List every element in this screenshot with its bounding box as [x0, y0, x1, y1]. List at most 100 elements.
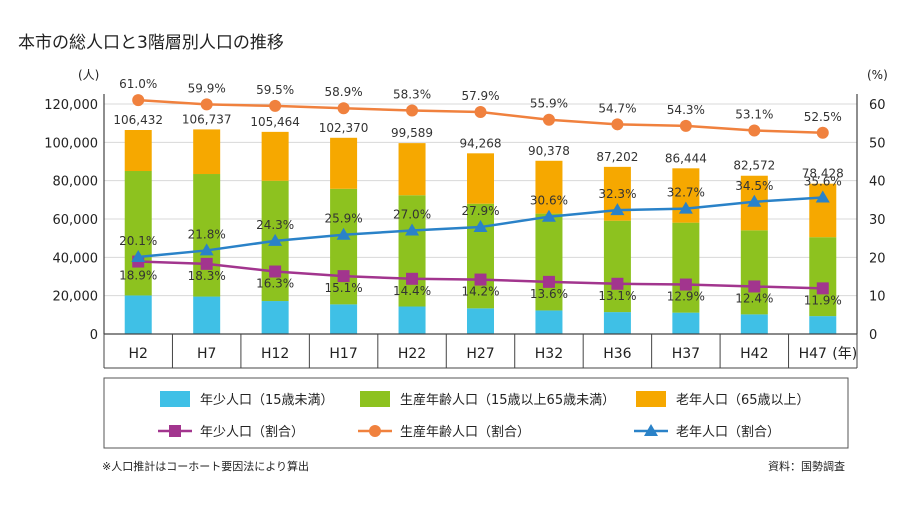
marker-working_line: [269, 99, 282, 112]
legend-marker-young_line: [169, 425, 181, 437]
right-tick-label: 10: [869, 290, 886, 305]
right-tick-label: 60: [869, 98, 886, 113]
bar-segment-working: [672, 222, 700, 313]
bar-segment-working: [535, 213, 563, 311]
category-label: H17: [329, 346, 357, 362]
bar-segment-young: [398, 306, 426, 334]
marker-elderly_line: [747, 194, 762, 207]
category-label: H37: [672, 346, 700, 362]
marker-young_line: [748, 280, 761, 293]
marker-working_line: [542, 113, 555, 126]
bar-segment-elderly: [330, 137, 358, 189]
line-value-label: 54.3%: [667, 103, 705, 117]
marker-young_line: [269, 265, 282, 278]
legend-label: 年少人口（割合）: [200, 424, 304, 440]
line-value-label: 14.4%: [393, 284, 431, 298]
bar-segment-young: [330, 304, 358, 334]
left-tick-label: 0: [90, 328, 98, 343]
category-label: H47: [799, 346, 827, 362]
left-tick-label: 120,000: [44, 98, 98, 113]
marker-elderly_line: [473, 220, 488, 233]
bar-total-label: 78,428: [802, 167, 844, 181]
right-tick-label: 50: [869, 136, 886, 151]
bar-segment-working: [398, 195, 426, 307]
bar-total-label: 105,464: [250, 115, 300, 129]
bar-segment-elderly: [398, 143, 426, 196]
bar-total-label: 86,444: [665, 151, 707, 165]
bar-segment-working: [330, 188, 358, 305]
stacked-bars: 106,432 106,737 105,464 102,370 99,589 94,268…: [113, 112, 844, 334]
marker-elderly_line: [268, 233, 283, 246]
marker-elderly_line: [336, 227, 351, 240]
right-axis-unit: (%): [867, 68, 888, 82]
ratio-lines: 18.9% 18.3% 16.3% 15.1% 14.4% 14.2% 13.6% 13.1%…: [119, 77, 842, 307]
line-value-label: 58.9%: [325, 85, 363, 99]
line-value-label: 11.9%: [804, 293, 842, 307]
legend-label: 生産年齢人口（割合）: [400, 424, 530, 440]
marker-working_line: [337, 102, 350, 115]
marker-young_line: [474, 273, 487, 286]
legend-box: [103, 377, 849, 449]
category-label: H2: [129, 346, 148, 362]
marker-working_line: [132, 94, 145, 107]
left-tick-label: 100,000: [44, 136, 98, 151]
bar-total-label: 99,589: [391, 126, 433, 140]
legend: 年少人口（15歳未満） 生産年齢人口（15歳以上65歳未満） 老年人口（65歳以上）…: [158, 391, 810, 440]
line-value-label: 30.6%: [530, 194, 568, 208]
marker-young_line: [611, 277, 624, 290]
bar-segment-working: [124, 171, 152, 296]
marker-elderly_line: [541, 209, 556, 222]
marker-young_line: [542, 275, 555, 288]
line-value-label: 14.2%: [461, 285, 499, 299]
left-tick-label: 80,000: [53, 175, 99, 190]
bar-segment-young: [467, 308, 494, 334]
right-tick-label: 0: [869, 328, 877, 343]
legend-swatch-working: [360, 391, 390, 407]
left-axis-ticks: 0 20,000 40,000 60,000 80,000 100,000 120,000: [44, 98, 98, 343]
bar-segment-young: [740, 314, 768, 334]
bar-segment-young: [809, 316, 837, 334]
line-value-label: 27.0%: [393, 208, 431, 222]
legend-marker-working_line: [369, 425, 381, 437]
marker-elderly_line: [405, 223, 420, 236]
left-tick-label: 60,000: [53, 213, 99, 228]
line-value-label: 61.0%: [119, 77, 157, 91]
legend-swatch-young: [160, 391, 190, 407]
footnote: ※人口推計はコーホート要因法により算出: [102, 459, 309, 473]
line-value-label: 34.5%: [735, 179, 773, 193]
bar-total-label: 102,370: [319, 121, 369, 135]
marker-working_line: [748, 124, 761, 137]
bar-segment-working: [193, 174, 221, 297]
legend-marker-elderly_line: [644, 424, 658, 436]
line-value-label: 13.6%: [530, 287, 568, 301]
bar-segment-young: [603, 312, 631, 334]
bar-segment-working: [603, 220, 631, 313]
line-value-label: 59.5%: [256, 83, 294, 97]
line-value-label: 13.1%: [598, 289, 636, 303]
line-value-label: 15.1%: [325, 281, 363, 295]
marker-elderly_line: [610, 203, 625, 216]
line-value-label: 12.9%: [667, 290, 705, 304]
legend-label: 老年人口（65歳以上）: [676, 393, 810, 408]
line-value-label: 54.7%: [598, 101, 636, 115]
marker-young_line: [679, 278, 692, 291]
bar-total-label: 87,202: [596, 150, 638, 164]
line-value-label: 32.7%: [667, 186, 705, 200]
bar-total-label: 90,378: [528, 144, 570, 158]
marker-elderly_line: [199, 243, 214, 256]
line-value-label: 35.6%: [804, 175, 842, 189]
bar-total-label: 94,268: [460, 136, 502, 150]
legend-label: 生産年齢人口（15歳以上65歳未満）: [400, 392, 615, 408]
marker-working_line: [679, 119, 692, 132]
category-label: H22: [398, 346, 426, 362]
bar-segment-working: [740, 230, 768, 315]
left-axis-unit: (人): [78, 68, 99, 82]
marker-young_line: [200, 257, 213, 270]
x-axis-unit: (年): [832, 346, 857, 362]
marker-working_line: [816, 126, 829, 139]
line-value-label: 59.9%: [188, 81, 226, 95]
chart-title: 本市の総人口と3階層別人口の推移: [18, 33, 284, 53]
line-value-label: 18.3%: [188, 269, 226, 283]
bar-segment-young: [535, 310, 563, 334]
right-tick-label: 20: [869, 251, 886, 266]
